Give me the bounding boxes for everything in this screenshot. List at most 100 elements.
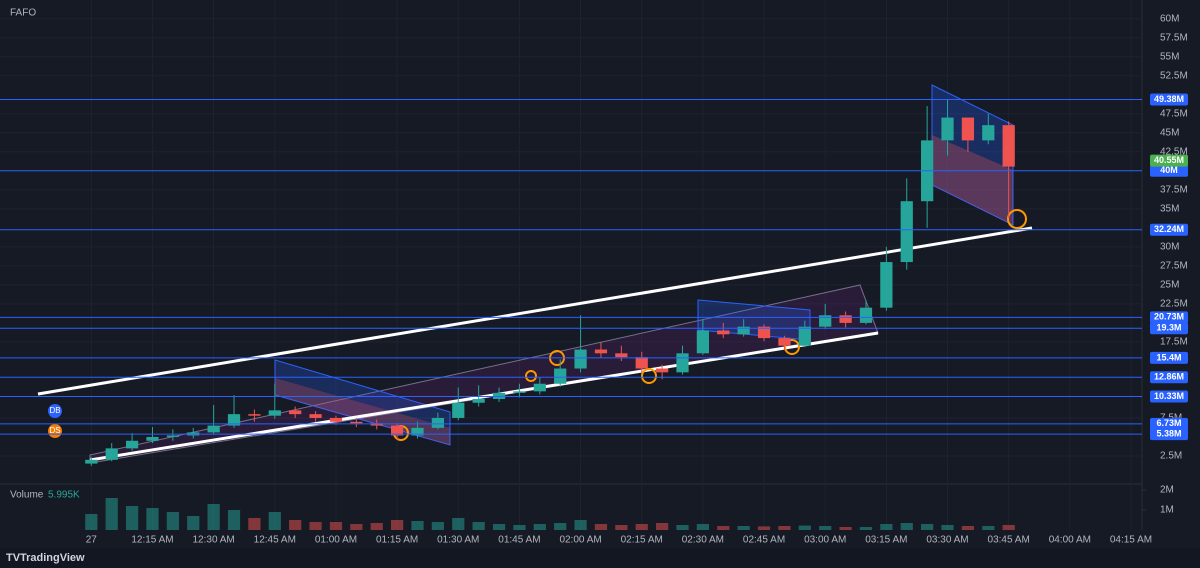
candle-body — [615, 353, 628, 358]
candle-body — [370, 423, 383, 426]
circle — [1007, 209, 1027, 229]
candle-body — [961, 117, 975, 141]
y-tick-label: 35M — [1160, 203, 1179, 214]
volume-bar — [880, 524, 893, 530]
x-tick-label: 03:15 AM — [865, 535, 907, 546]
brand-logo[interactable]: TV — [6, 552, 21, 564]
candle-body — [656, 368, 669, 373]
volume-bar — [513, 525, 526, 530]
candle-body — [757, 326, 771, 339]
volume-bar — [268, 512, 281, 530]
volume-bar — [472, 522, 485, 530]
candle-body — [574, 349, 587, 369]
y-tick-label: 47.5M — [1160, 108, 1188, 119]
candle-body — [268, 410, 281, 416]
candle-body — [635, 357, 648, 369]
x-tick-label: 01:45 AM — [498, 535, 540, 546]
volume-bar — [757, 526, 771, 530]
x-tick-label: 04:15 AM — [1110, 535, 1152, 546]
candle-body — [207, 425, 220, 433]
volume-value: 5.995K — [48, 490, 80, 501]
candle-body — [411, 427, 424, 436]
level-tag — [1150, 428, 1188, 441]
y-tick-label: 60M — [1160, 13, 1179, 24]
volume-bar — [309, 522, 322, 530]
y-tick-label: 57.5M — [1160, 32, 1188, 43]
candle-body — [900, 201, 913, 263]
y-tick-label: 27.5M — [1160, 260, 1188, 271]
candle-body — [431, 417, 444, 428]
candle-body — [533, 383, 546, 392]
level-label: 15.4M — [1156, 352, 1181, 362]
volume-bar — [390, 520, 404, 530]
candle-body — [350, 421, 363, 424]
candle-body — [146, 436, 159, 441]
x-tick-label: 02:00 AM — [559, 535, 601, 546]
level-tag — [1150, 164, 1188, 177]
volume-bar — [329, 522, 343, 530]
level-tag — [1150, 351, 1188, 364]
y-tick-label: 17.5M — [1160, 337, 1188, 348]
level-label: 20.73M — [1154, 312, 1184, 322]
circle — [525, 370, 537, 382]
y-tick-label: 30M — [1160, 241, 1179, 252]
candle-body — [1002, 125, 1015, 167]
volume-bar — [676, 525, 689, 530]
x-tick-label: 01:00 AM — [315, 535, 357, 546]
candle-body — [554, 368, 567, 384]
candle-body — [982, 125, 995, 141]
volume-bar — [166, 512, 179, 530]
trendline — [37, 226, 1033, 396]
candle-body — [289, 410, 302, 415]
volume-bar — [819, 526, 832, 530]
candle-body — [329, 417, 343, 422]
volume-label: Volume — [10, 490, 44, 501]
level-label: 10.33M — [1154, 391, 1184, 401]
candle-body — [227, 414, 241, 426]
x-tick-label: 02:15 AM — [621, 535, 663, 546]
volume-bar — [492, 524, 506, 530]
level-tag — [1150, 93, 1188, 106]
y-tick-label: 2.5M — [1160, 451, 1182, 462]
marker-badge[interactable] — [48, 404, 62, 418]
level-label: 12.86M — [1154, 372, 1184, 382]
volume-bar — [350, 524, 363, 530]
flag-lower — [932, 135, 1013, 225]
candle-body — [105, 448, 118, 460]
volume-bar — [125, 506, 139, 530]
candle-body — [125, 440, 139, 449]
y-tick-label: 45M — [1160, 127, 1179, 138]
volume-bar — [839, 527, 852, 530]
volume-bar — [187, 516, 200, 530]
candle-body — [696, 330, 710, 354]
volume-bar — [431, 522, 444, 530]
y-tick-label: 52.5M — [1160, 70, 1188, 81]
marker-label[interactable]: DB — [49, 406, 60, 415]
x-tick-label: 03:30 AM — [926, 535, 968, 546]
level-tag — [1150, 223, 1188, 236]
level-tag — [1150, 371, 1188, 384]
level-tag — [1150, 322, 1188, 335]
x-tick-label: 12:30 AM — [193, 535, 235, 546]
candle-body — [85, 459, 98, 464]
brand[interactable]: TradingView — [20, 552, 85, 564]
candle-body — [880, 262, 893, 308]
level-label: 49.38M — [1154, 94, 1184, 104]
candle-body — [472, 398, 485, 403]
candle-body — [737, 326, 750, 335]
volume-bar — [1002, 525, 1015, 530]
candle-body — [390, 425, 404, 436]
candle-body — [248, 414, 261, 416]
volume-bar — [146, 508, 159, 530]
x-tick-label: 27 — [86, 535, 98, 546]
volume-bar — [737, 526, 750, 530]
candle-body — [941, 117, 954, 141]
volume-bar — [227, 510, 241, 530]
volume-bar — [941, 525, 954, 530]
volume-tick-label: 1M — [1160, 505, 1174, 516]
marker-label[interactable]: DS — [49, 426, 60, 435]
volume-bar — [798, 525, 811, 530]
circle — [784, 339, 800, 355]
volume-bar — [105, 498, 118, 530]
